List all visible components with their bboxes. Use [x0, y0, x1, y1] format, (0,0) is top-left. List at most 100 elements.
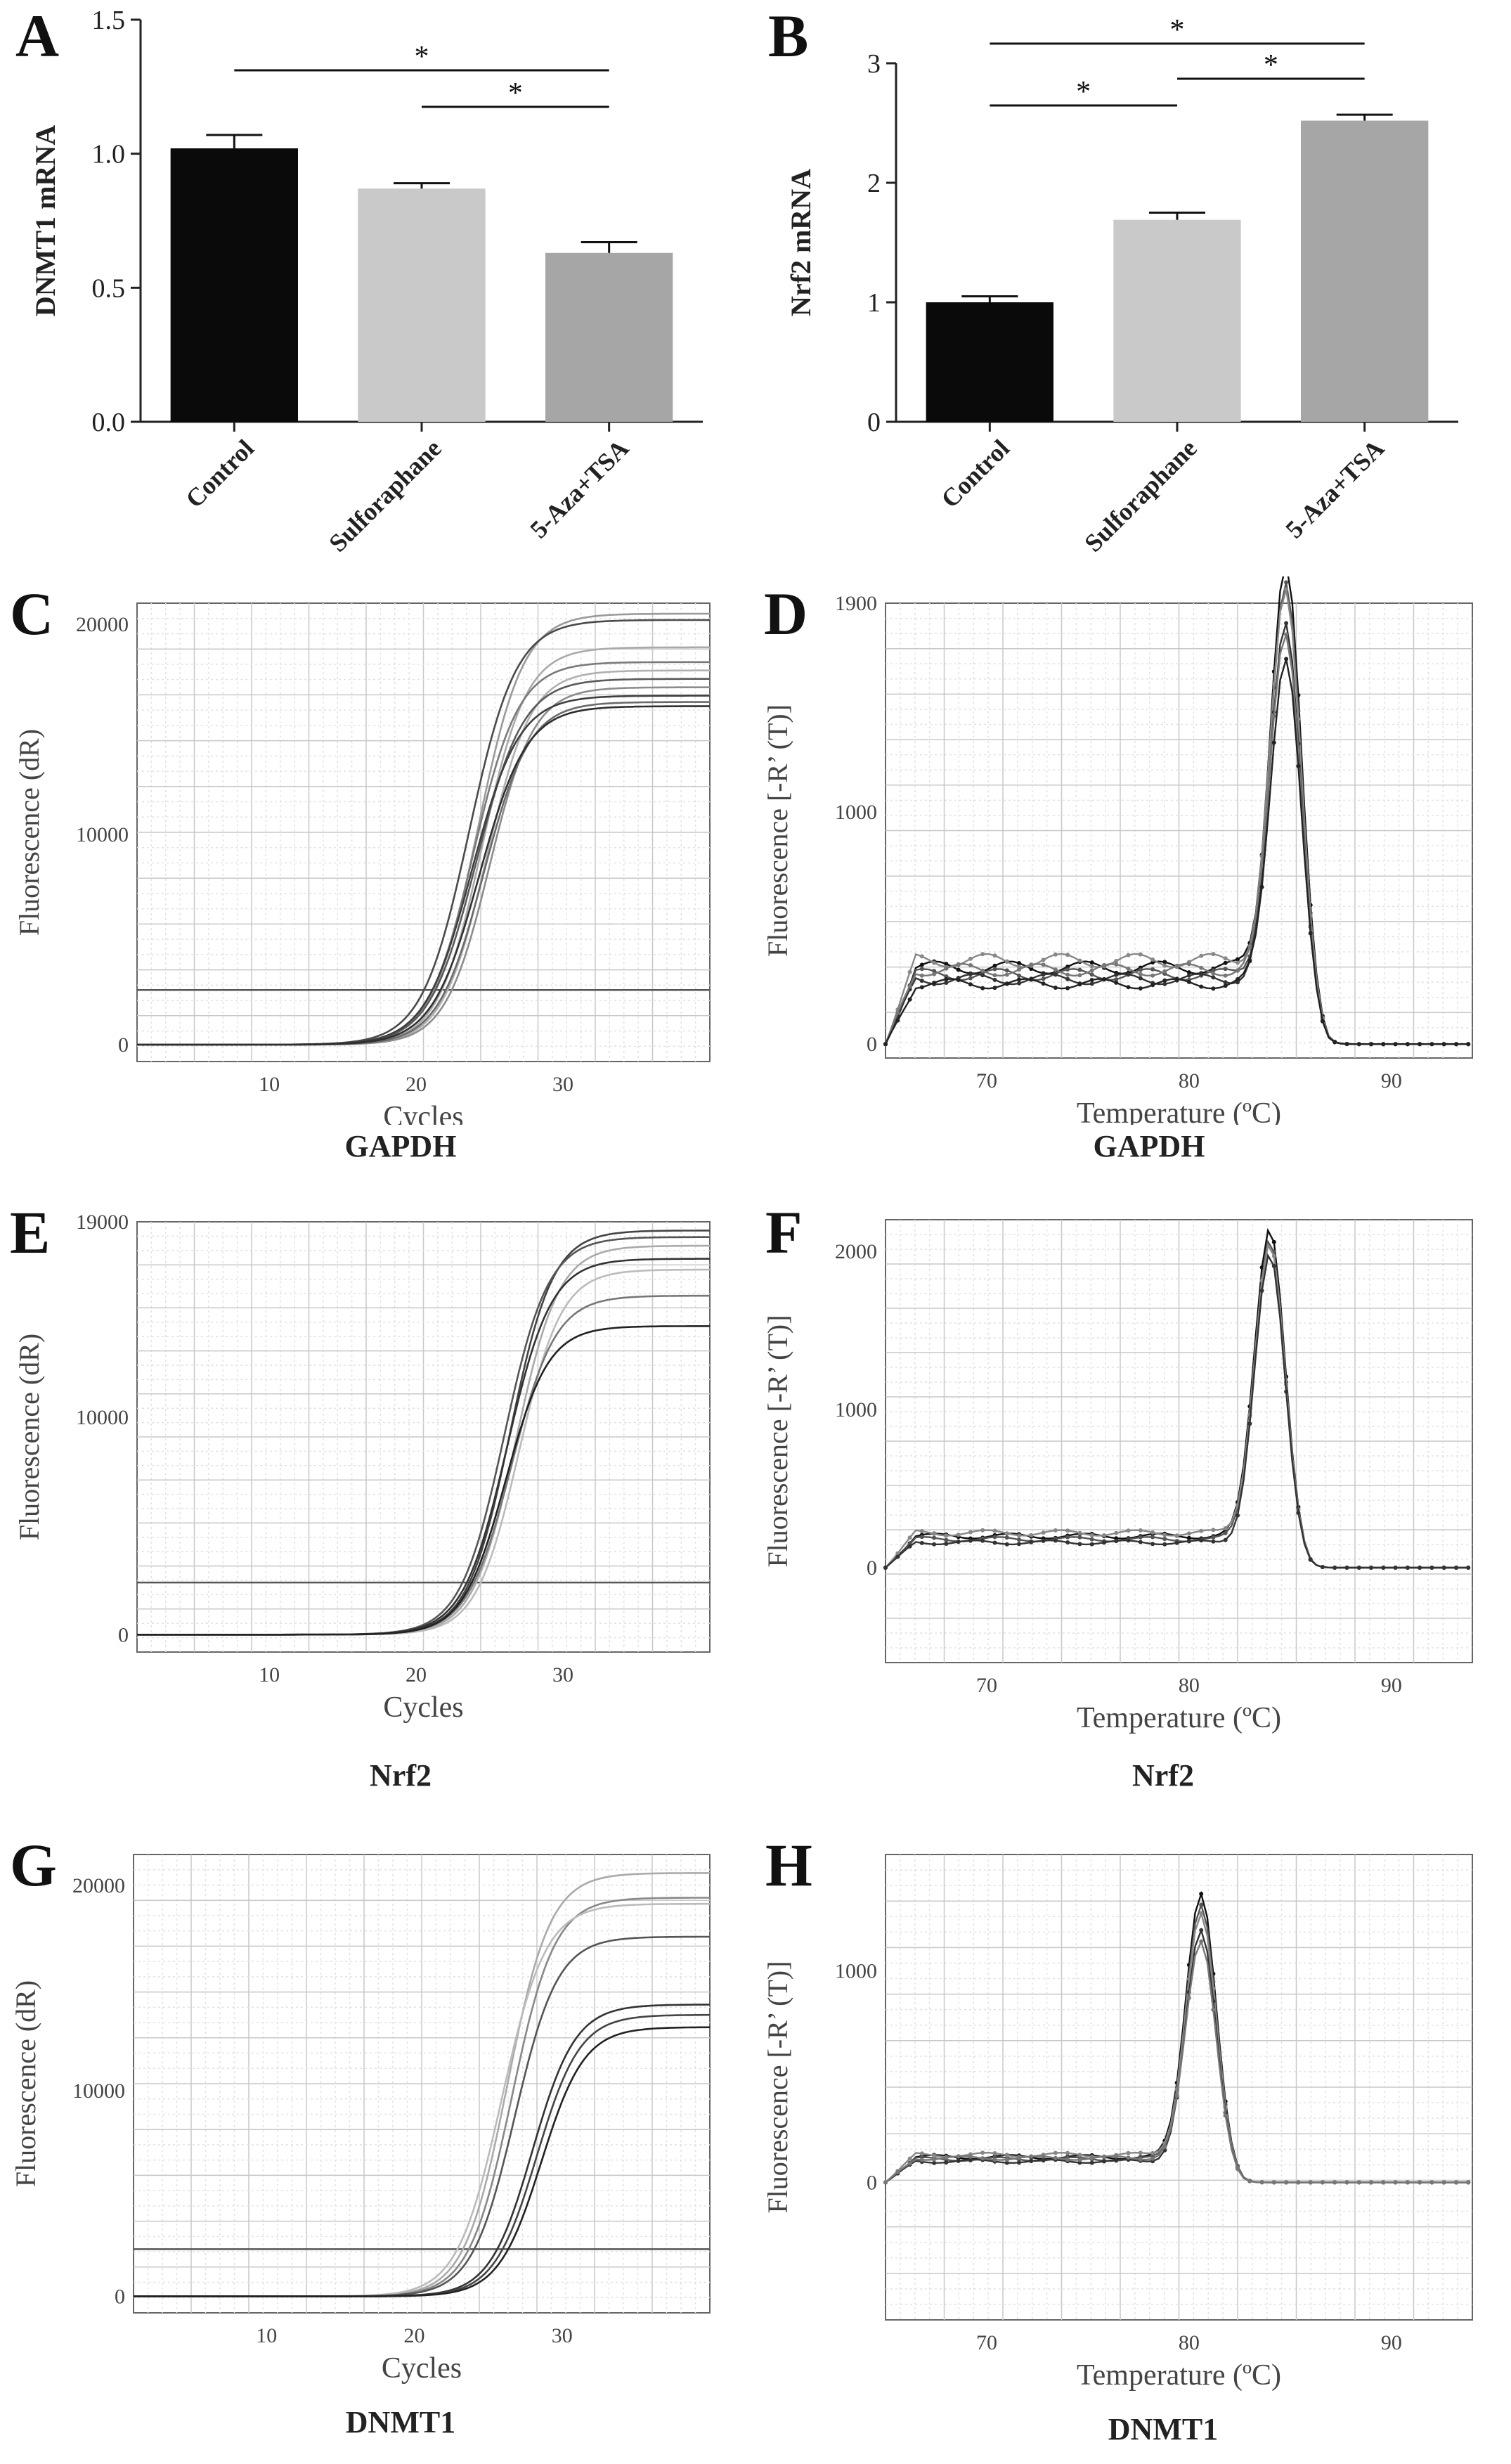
- melt-point: [1126, 972, 1131, 976]
- melt-point: [1126, 953, 1131, 957]
- y-tick-label: 0: [867, 1556, 877, 1580]
- melt-point: [1077, 1535, 1082, 1540]
- melt-point: [1150, 1530, 1155, 1535]
- melt-point: [1186, 970, 1191, 975]
- melt-point: [1296, 763, 1301, 768]
- melt-point: [919, 2157, 924, 2162]
- panel-label-c: C: [10, 580, 54, 647]
- significance-star: *: [415, 41, 429, 73]
- melt-point: [1053, 1528, 1058, 1533]
- melt-point: [1004, 981, 1009, 986]
- melt-point: [1211, 971, 1216, 976]
- melt-point: [919, 954, 924, 959]
- amplification-curve: [137, 705, 710, 1046]
- melt-point: [1223, 1537, 1228, 1542]
- melt-point: [1077, 1542, 1082, 1547]
- melt-point: [992, 973, 997, 978]
- amplification-plot-nrf2: 10 20 30 0 10000 19000 Cycles Fluorescence (dR): [13, 1211, 711, 1724]
- amplification-plot-gapdh: 10 20 30 0 10000 20000 Cycles Fluorescence (dR): [13, 602, 711, 1133]
- melt-point: [992, 1535, 997, 1540]
- melt-point: [1102, 962, 1106, 967]
- melt-point: [932, 1531, 937, 1536]
- melt-point: [1053, 1538, 1058, 1543]
- melt-point: [1466, 1042, 1471, 1047]
- melt-point: [907, 2156, 912, 2161]
- melt-point: [932, 2157, 937, 2162]
- y-tick-label: 0: [867, 2171, 877, 2194]
- melt-point: [1174, 2094, 1179, 2098]
- y-tick-label: 0: [118, 1033, 129, 1057]
- melt-point: [992, 963, 997, 968]
- x-tick-label: Control: [935, 434, 1015, 513]
- melt-point: [1162, 2144, 1167, 2149]
- melt-point: [1089, 2160, 1094, 2165]
- melt-point: [1236, 1513, 1240, 1518]
- melt-point: [1393, 1042, 1398, 1047]
- melt-point: [919, 962, 924, 967]
- melt-point: [1029, 2154, 1034, 2159]
- significance-star: *: [508, 77, 523, 110]
- melt-point: [980, 2156, 985, 2161]
- x-axis-label: Temperature (ºC): [1077, 2359, 1281, 2392]
- melt-point: [1223, 983, 1228, 988]
- melt-point: [1089, 972, 1094, 977]
- melt-point: [1454, 1566, 1458, 1570]
- melt-point: [992, 1528, 997, 1533]
- melt-point: [992, 977, 997, 982]
- caption-gapdh-amplification: GAPDH: [344, 1129, 457, 1163]
- melt-point: [1089, 964, 1094, 969]
- melt-point: [1418, 1042, 1422, 1047]
- melt-point: [1186, 1535, 1191, 1540]
- melt-point: [1041, 957, 1046, 962]
- melt-point: [1199, 965, 1204, 970]
- melt-point: [1162, 1537, 1167, 1542]
- melt-point: [1223, 973, 1228, 978]
- melt-point: [1004, 1535, 1009, 1540]
- panel-e: E 10 20 30 0 10000 19000 Cycles Fluorescence (d…: [0, 1195, 756, 1814]
- melt-point: [980, 973, 985, 978]
- melt-point: [1138, 2150, 1143, 2155]
- melt-point: [1089, 2156, 1094, 2161]
- melt-curve-nrf2: 70 80 90 0 1000 2000 Temperature (ºC) Fluoresce…: [762, 1219, 1473, 1734]
- y-tick-label: 2: [867, 169, 881, 198]
- melt-point: [1429, 1566, 1434, 1570]
- melt-point: [956, 962, 961, 967]
- y-tick-label: 3: [867, 49, 881, 79]
- melt-point: [1369, 1566, 1373, 1570]
- melt-point: [1308, 931, 1313, 936]
- bar: [926, 302, 1053, 422]
- melt-point: [1053, 972, 1058, 977]
- melt-point: [1271, 714, 1276, 718]
- melt-point: [968, 963, 973, 967]
- x-tick-label: 70: [976, 1069, 997, 1092]
- melt-point: [1162, 1533, 1167, 1537]
- x-tick-label: Sulforaphane: [323, 434, 446, 557]
- panel-f: F 70 80 90 0 1000 2000 Temperature (ºC) Fluores…: [756, 1195, 1511, 1814]
- melt-point: [1211, 2008, 1216, 2012]
- melt-point: [1138, 972, 1143, 976]
- melt-point: [1017, 961, 1021, 965]
- melt-point: [992, 2151, 997, 2155]
- y-axis-label: Fluorescence (dR): [13, 1334, 45, 1540]
- melt-point: [1138, 967, 1143, 972]
- melt-point: [1102, 1540, 1106, 1545]
- melt-point: [1041, 972, 1046, 977]
- melt-point: [1053, 2150, 1058, 2155]
- melt-point: [1053, 2155, 1058, 2160]
- melt-point: [1077, 2153, 1082, 2157]
- melt-point: [1077, 2157, 1082, 2162]
- melt-point: [1126, 985, 1131, 990]
- y-axis-label: Nrf2 mRNA: [785, 169, 817, 316]
- y-tick-label: 0: [115, 2285, 125, 2309]
- melt-point: [1199, 984, 1204, 989]
- melt-point: [1017, 1533, 1021, 1538]
- melt-point: [1162, 963, 1167, 968]
- melt-point: [1162, 969, 1167, 974]
- melt-point: [1381, 1042, 1386, 1047]
- melt-point: [883, 1566, 888, 1570]
- x-axis-label: Cycles: [382, 2352, 462, 2385]
- melt-point: [1356, 1566, 1361, 1570]
- melt-point: [883, 1042, 888, 1047]
- y-axis-label: Fluorescence [-R’ (T)]: [762, 1315, 793, 1567]
- melt-point: [1466, 1566, 1471, 1570]
